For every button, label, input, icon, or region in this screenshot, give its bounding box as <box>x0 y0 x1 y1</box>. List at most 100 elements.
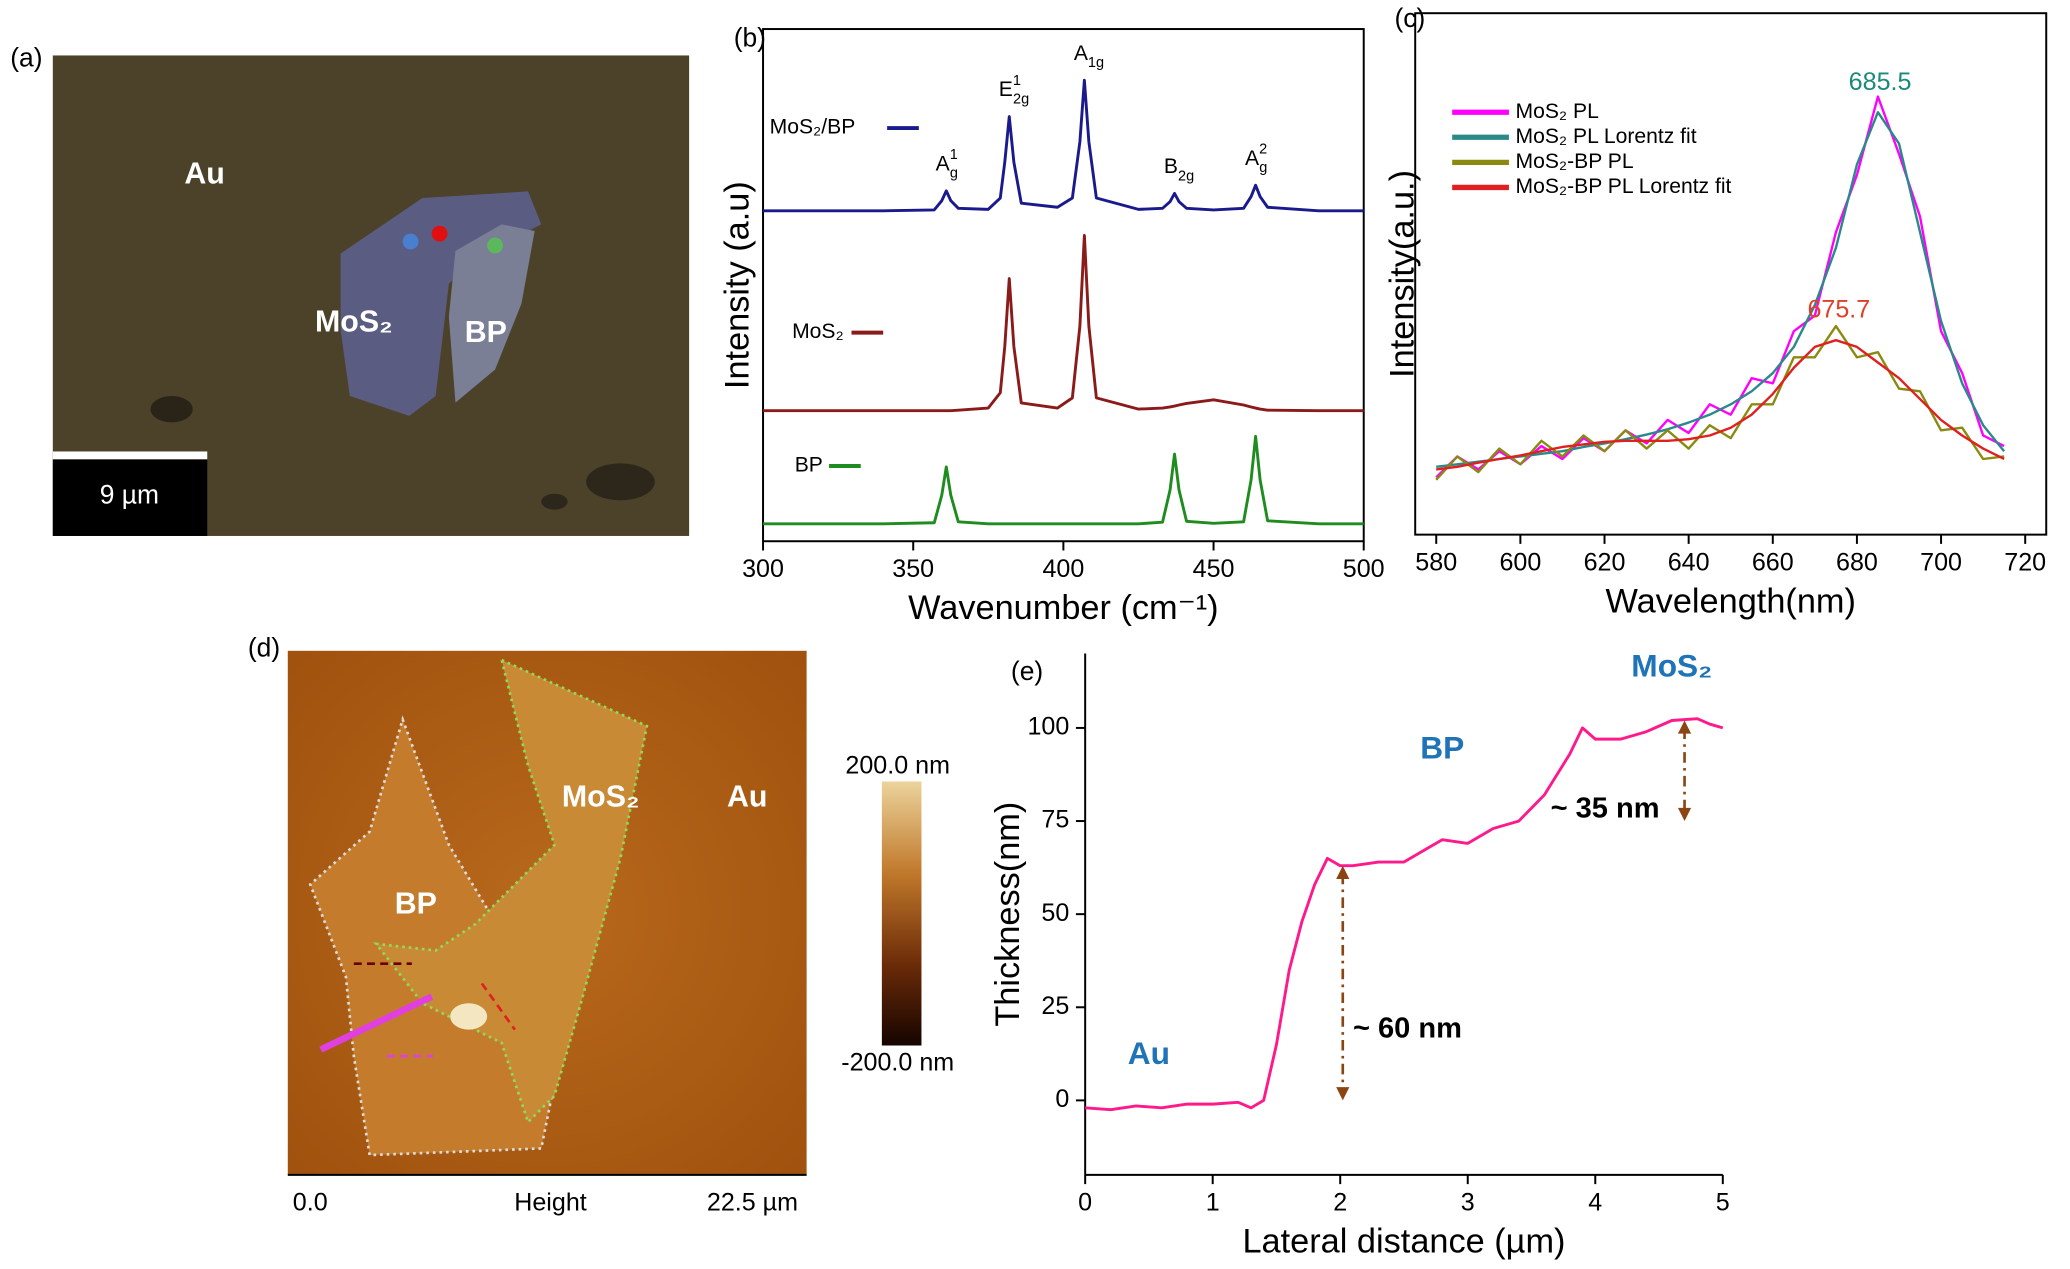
peak-label-sub: 2g <box>1178 168 1194 184</box>
plot-frame <box>1414 12 2048 536</box>
peak-label: 675.7 <box>1807 296 1870 324</box>
x-axis-title: Lateral distance (µm) <box>1242 1223 1565 1261</box>
arrow-head <box>1677 720 1692 734</box>
peak-label-base: A <box>1074 41 1089 64</box>
speck <box>150 396 193 423</box>
series-line <box>1436 111 2006 468</box>
series-line <box>763 78 1364 213</box>
x-tick-label: 720 <box>2004 548 2046 576</box>
scale-box <box>52 459 208 536</box>
series-line <box>763 434 1364 526</box>
peak-label-sup: 2 <box>1259 141 1267 157</box>
legend-label: BP <box>795 454 823 477</box>
image-axis-label: Height <box>514 1189 587 1217</box>
legend-label: MoS₂ PL <box>1516 100 1600 123</box>
peak-label-base: B <box>1164 155 1178 178</box>
spot <box>402 233 419 250</box>
peak-label: A1g <box>1074 41 1104 70</box>
step-label: ~ 35 nm <box>1551 793 1660 825</box>
profile-line <box>319 993 434 1053</box>
peak-label: A1 g <box>936 147 958 181</box>
x-tick-label: 700 <box>1920 548 1962 576</box>
image-label: Au <box>727 781 767 814</box>
y-tick-label: 50 <box>1041 899 1069 927</box>
arrow-head <box>1336 1087 1350 1101</box>
spot <box>487 237 503 254</box>
y-tick-label: 0 <box>1055 1085 1069 1113</box>
x-tick-label: 0 <box>1078 1189 1092 1217</box>
y-tick-label: 25 <box>1041 992 1069 1020</box>
series-line <box>1085 717 1724 1112</box>
peak-label-base: A <box>1245 146 1260 169</box>
y-tick-label: 100 <box>1027 713 1069 741</box>
y-tick-label: 75 <box>1041 806 1069 834</box>
x-tick-label: 2 <box>1333 1189 1347 1217</box>
speck <box>541 493 568 510</box>
peak-label-sub: 2g <box>1013 91 1029 107</box>
peak-label: E1 2g <box>999 73 1029 107</box>
image-label: MoS₂ <box>562 781 640 814</box>
series-line <box>1436 338 2005 471</box>
spot <box>431 225 448 242</box>
x-tick-label: 500 <box>1343 555 1385 583</box>
peak-label-base: E <box>999 78 1013 101</box>
legend-label: MoS₂ <box>792 320 844 343</box>
x-tick-label: 620 <box>1584 548 1626 576</box>
x-tick-label: 450 <box>1193 555 1235 583</box>
step-label: ~ 60 nm <box>1353 1012 1462 1044</box>
image-axis-label: 22.5 µm <box>707 1189 798 1217</box>
x-tick-label: 640 <box>1668 548 1710 576</box>
colorbar-label: 200.0 nm <box>845 752 950 780</box>
peak-label-base: A <box>936 152 951 175</box>
arrow-head <box>1336 865 1350 879</box>
panel-label: (c) <box>1395 3 1426 33</box>
optical-image: Au MoS₂ BP 9 µm <box>52 55 690 536</box>
colorbar <box>881 781 922 1046</box>
colorbar-label: -200.0 nm <box>841 1049 954 1077</box>
peak-label-sub: 1g <box>1088 55 1104 71</box>
afm-image: MoS₂ Au BP <box>287 650 922 1176</box>
image-label: Au <box>184 158 224 191</box>
panel-label: (e) <box>1011 656 1043 686</box>
series-line <box>763 234 1364 413</box>
bright-spot <box>450 1003 488 1030</box>
legend-label: MoS₂-BP PL Lorentz fit <box>1516 175 1732 198</box>
x-tick-label: 4 <box>1588 1189 1602 1217</box>
region-label: MoS₂ <box>1631 648 1712 684</box>
panel-label: (a) <box>10 42 42 72</box>
bp-region <box>308 715 556 1157</box>
mos2-region <box>373 657 649 1125</box>
x-tick-label: 5 <box>1716 1189 1730 1217</box>
y-axis-title: Thickness(nm) <box>989 802 1027 1027</box>
scale-bar <box>52 451 208 460</box>
y-axis-title: Intensity(a.u.) <box>1384 170 1422 378</box>
region-label: Au <box>1128 1035 1170 1071</box>
arrow-head <box>1677 807 1692 822</box>
panel-label: (d) <box>248 632 280 662</box>
x-tick-label: 680 <box>1836 548 1878 576</box>
x-tick-label: 3 <box>1461 1189 1475 1217</box>
peak-label-sup: 1 <box>1013 73 1021 89</box>
image-label: BP <box>395 888 437 921</box>
x-axis-title: Wavenumber (cm⁻¹) <box>908 589 1218 627</box>
legend-label: MoS₂-BP PL <box>1516 150 1634 173</box>
peak-label: B2g <box>1164 155 1194 184</box>
peak-label-sup: 1 <box>950 147 958 163</box>
panel-label: (b) <box>734 23 766 53</box>
x-tick-label: 400 <box>1042 555 1084 583</box>
x-tick-label: 600 <box>1499 548 1541 576</box>
bp-flake <box>448 224 535 403</box>
x-tick-label: 300 <box>742 555 784 583</box>
legend-label: MoS₂ PL Lorentz fit <box>1516 125 1697 148</box>
speck <box>586 463 655 501</box>
y-axis-title: Intensity (a.u) <box>718 181 756 389</box>
scale-label: 9 µm <box>100 479 159 509</box>
legend-label: MoS₂/BP <box>770 116 856 139</box>
peak-label-sub: g <box>950 166 958 182</box>
peak-label-sub: g <box>1259 160 1267 176</box>
x-tick-label: 660 <box>1752 548 1794 576</box>
peak-label: 685.5 <box>1849 68 1912 96</box>
image-label: BP <box>465 316 507 349</box>
